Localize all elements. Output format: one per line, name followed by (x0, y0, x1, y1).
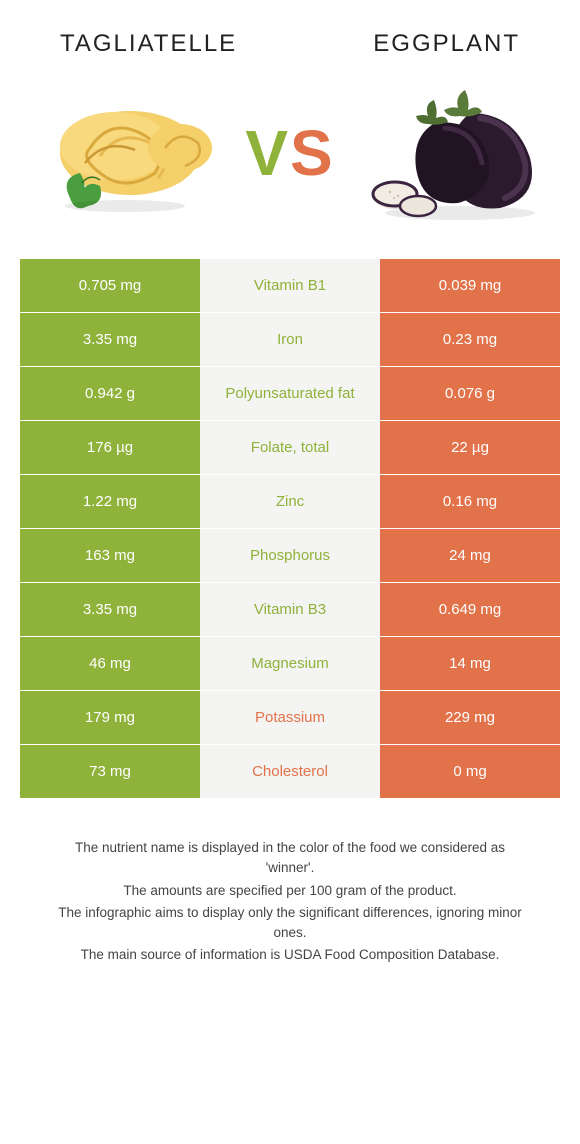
footer-notes: The nutrient name is displayed in the co… (20, 798, 560, 978)
header-titles: TAGLIATELLE EGGPLANT (20, 20, 560, 78)
left-food-title: TAGLIATELLE (60, 30, 237, 58)
nutrient-label: Folate, total (200, 421, 380, 474)
left-value: 3.35 mg (20, 313, 200, 366)
table-row: 0.942 gPolyunsaturated fat0.076 g (20, 366, 560, 420)
right-food-title: EGGPLANT (373, 30, 520, 58)
right-value: 22 µg (380, 421, 560, 474)
footer-line-2: The amounts are specified per 100 gram o… (50, 881, 530, 901)
nutrient-label: Phosphorus (200, 529, 380, 582)
left-value: 46 mg (20, 637, 200, 690)
vs-v-letter: V (245, 117, 290, 189)
footer-line-3: The infographic aims to display only the… (50, 903, 530, 944)
nutrient-label: Cholesterol (200, 745, 380, 798)
right-value: 229 mg (380, 691, 560, 744)
nutrient-label: Vitamin B3 (200, 583, 380, 636)
right-value: 0.649 mg (380, 583, 560, 636)
right-value: 0.076 g (380, 367, 560, 420)
footer-line-4: The main source of information is USDA F… (50, 945, 530, 965)
right-value: 24 mg (380, 529, 560, 582)
right-value: 14 mg (380, 637, 560, 690)
left-value: 163 mg (20, 529, 200, 582)
vs-label: VS (245, 116, 334, 190)
table-row: 176 µgFolate, total22 µg (20, 420, 560, 474)
nutrient-label: Potassium (200, 691, 380, 744)
table-row: 163 mgPhosphorus24 mg (20, 528, 560, 582)
table-row: 0.705 mgVitamin B10.039 mg (20, 258, 560, 312)
left-value: 3.35 mg (20, 583, 200, 636)
left-value: 0.705 mg (20, 259, 200, 312)
left-value: 176 µg (20, 421, 200, 474)
left-value: 1.22 mg (20, 475, 200, 528)
table-row: 3.35 mgIron0.23 mg (20, 312, 560, 366)
left-value: 179 mg (20, 691, 200, 744)
nutrient-label: Magnesium (200, 637, 380, 690)
tagliatelle-image (30, 78, 220, 228)
footer-line-1: The nutrient name is displayed in the co… (50, 838, 530, 879)
right-value: 0.23 mg (380, 313, 560, 366)
comparison-table: 0.705 mgVitamin B10.039 mg3.35 mgIron0.2… (20, 258, 560, 798)
nutrient-label: Polyunsaturated fat (200, 367, 380, 420)
hero-row: VS (20, 78, 560, 258)
right-value: 0.039 mg (380, 259, 560, 312)
nutrient-label: Iron (200, 313, 380, 366)
eggplant-image (360, 78, 550, 228)
right-value: 0.16 mg (380, 475, 560, 528)
right-value: 0 mg (380, 745, 560, 798)
table-row: 179 mgPotassium229 mg (20, 690, 560, 744)
table-row: 73 mgCholesterol0 mg (20, 744, 560, 798)
table-row: 1.22 mgZinc0.16 mg (20, 474, 560, 528)
table-row: 3.35 mgVitamin B30.649 mg (20, 582, 560, 636)
left-value: 0.942 g (20, 367, 200, 420)
nutrient-label: Vitamin B1 (200, 259, 380, 312)
nutrient-label: Zinc (200, 475, 380, 528)
left-value: 73 mg (20, 745, 200, 798)
vs-s-letter: S (290, 117, 335, 189)
table-row: 46 mgMagnesium14 mg (20, 636, 560, 690)
